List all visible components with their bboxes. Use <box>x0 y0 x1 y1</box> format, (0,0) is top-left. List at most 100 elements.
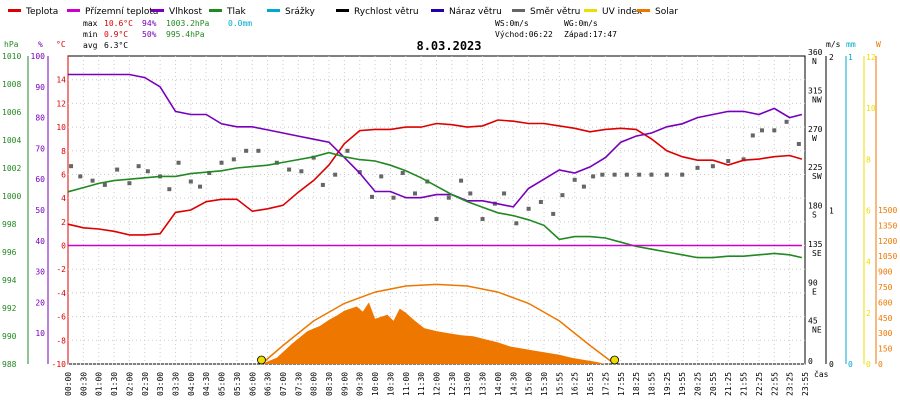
legend-label-7: Směr větru <box>530 7 580 17</box>
tick-wind: 2 <box>829 53 834 62</box>
winddir-point <box>726 159 731 164</box>
stat-max-hum: 94% <box>142 19 157 28</box>
tick-time: 22:55 <box>770 372 779 396</box>
winddir-point <box>391 195 396 200</box>
tick-solar: 750 <box>878 283 893 292</box>
winddir-point <box>370 194 375 199</box>
legend-swatch-0 <box>8 9 21 12</box>
winddir-point <box>244 148 249 153</box>
tick-time: 02:00 <box>125 372 134 396</box>
tick-temperature: 2 <box>61 218 66 227</box>
stat-avg-label: avg <box>83 41 98 50</box>
unit-mm: mm <box>846 40 856 49</box>
tick-temperature: -2 <box>56 265 66 274</box>
winddir-point <box>136 164 141 169</box>
tick-time: 20:25 <box>694 372 703 396</box>
winddir-point <box>176 160 181 165</box>
series-solar-max-line <box>261 283 616 365</box>
legend-label-4: Srážky <box>285 7 316 17</box>
tick-winddir-value: 0 <box>808 357 813 366</box>
tick-pressure: 992 <box>2 304 17 313</box>
legend-swatch-7 <box>512 9 525 12</box>
series-humidity-line <box>68 73 803 208</box>
tick-time: 00:30 <box>79 372 88 396</box>
legend-label-0: Teplota <box>25 7 58 17</box>
winddir-point <box>784 119 789 124</box>
tick-temperature: 10 <box>56 123 66 132</box>
tick-time: 10:30 <box>386 372 395 396</box>
tick-solar: 600 <box>878 298 893 307</box>
tick-wind: 0 <box>829 360 834 369</box>
tick-time: 15:55 <box>555 372 564 396</box>
series-solar-area <box>261 302 606 364</box>
tick-winddir-label: NE <box>812 326 822 335</box>
tick-winddir-label: E <box>812 287 817 296</box>
winddir-point <box>434 217 439 222</box>
tick-winddir-value: 360 <box>808 48 823 57</box>
legend-swatch-6 <box>431 9 444 12</box>
tick-time: 03:30 <box>171 372 180 396</box>
tick-pressure: 1008 <box>2 80 21 89</box>
gridlines <box>68 56 805 365</box>
tick-time: 21:25 <box>724 372 733 396</box>
tick-rain: 0 <box>848 360 853 369</box>
tick-solar: 1200 <box>878 237 897 246</box>
tick-uv: 2 <box>866 309 871 318</box>
tick-solar: 0 <box>878 360 883 369</box>
sunrise-info: Východ:06:22 <box>495 30 553 39</box>
tick-time: 07:00 <box>279 372 288 396</box>
tick-winddir-value: 135 <box>808 240 823 249</box>
tick-winddir-value: 225 <box>808 163 823 172</box>
winddir-point <box>413 191 418 196</box>
tick-time: 19:25 <box>663 372 672 396</box>
tick-humidity: 10 <box>35 329 45 338</box>
tick-rain: 1 <box>848 53 853 62</box>
tick-pressure: 990 <box>2 332 17 341</box>
tick-humidity: 70 <box>35 144 45 153</box>
legend-label-9: Solar <box>655 7 678 17</box>
winddir-point <box>219 160 224 165</box>
tick-winddir-value: 45 <box>808 317 818 326</box>
tick-humidity: 60 <box>35 175 45 184</box>
tick-humidity: 100 <box>31 52 46 61</box>
tick-winddir-label: N <box>812 57 817 66</box>
tick-time: 21:55 <box>740 372 749 396</box>
tick-time: 08:30 <box>325 372 334 396</box>
legend-label-8: UV index <box>602 7 643 17</box>
winddir-point <box>649 172 654 177</box>
tick-time: 05:00 <box>218 372 227 396</box>
tick-temperature: -4 <box>56 289 66 298</box>
series-temperature-line <box>67 119 803 236</box>
tick-winddir-value: 180 <box>808 202 823 211</box>
tick-time: 18:25 <box>632 372 641 396</box>
legend-label-6: Náraz větru <box>449 7 502 17</box>
tick-pressure: 1004 <box>2 136 21 145</box>
winddir-point <box>102 182 107 187</box>
tick-humidity: 90 <box>35 83 45 92</box>
winddir-point <box>459 178 464 183</box>
tick-time: 12:30 <box>448 372 457 396</box>
winddir-point <box>710 164 715 169</box>
winddir-point <box>115 167 120 172</box>
wind-speed-info: WS:0m/s <box>495 19 529 28</box>
winddir-point <box>637 172 642 177</box>
wind-gust-info: WG:0m/s <box>564 19 598 28</box>
winddir-point <box>127 181 132 186</box>
axes: 9889909929949969981000100210041006100810… <box>2 48 897 396</box>
stat-max-label: max <box>83 19 98 28</box>
tick-winddir-value: 270 <box>808 125 823 134</box>
tick-wind: 1 <box>829 207 834 216</box>
tick-solar: 1500 <box>878 206 897 215</box>
tick-time: 13:30 <box>479 372 488 396</box>
winddir-point <box>90 178 95 183</box>
uv-point <box>257 355 266 365</box>
tick-time: 05:30 <box>233 372 242 396</box>
tick-time: 09:00 <box>340 372 349 396</box>
stat-max-press: 1003.2hPa <box>166 19 210 28</box>
tick-pressure: 988 <box>2 360 17 369</box>
tick-humidity: 80 <box>35 114 45 123</box>
winddir-point <box>468 191 473 196</box>
winddir-point <box>612 172 617 177</box>
tick-winddir-value: 315 <box>808 86 823 95</box>
winddir-point <box>311 155 316 160</box>
